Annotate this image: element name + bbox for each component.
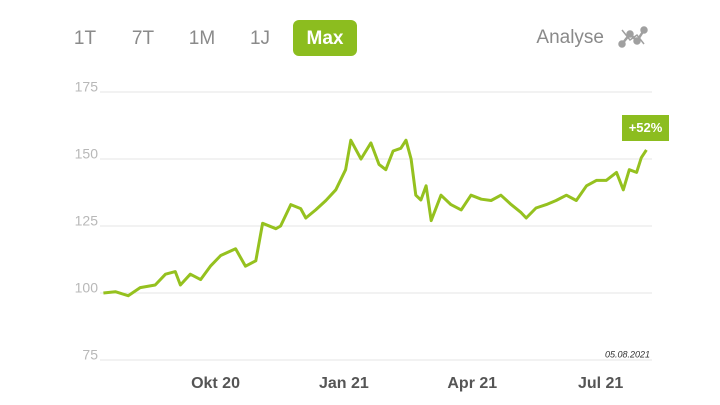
change-badge <box>622 115 669 141</box>
plot: 75 100 125 150 175 Okt 20 Jan 21 Apr 21 Jul 21 +5… <box>75 79 669 392</box>
x-tick-label: Jan 21 <box>319 375 369 392</box>
change-label: +52% <box>629 120 663 135</box>
active-tab-bg[interactable] <box>293 20 357 56</box>
y-tick-label: 150 <box>75 146 99 162</box>
price-line <box>103 138 648 298</box>
period-tabs: 1T 7T 1M 1J Max <box>74 20 357 56</box>
x-tick-label: Jul 21 <box>578 375 623 392</box>
period-tab[interactable]: 1J <box>250 28 270 49</box>
x-tick-label: Apr 21 <box>447 375 497 392</box>
date-label: 05.08.2021 <box>605 349 650 359</box>
period-tab[interactable]: 1T <box>74 28 97 49</box>
analyse-icon[interactable] <box>618 26 648 48</box>
period-tab[interactable]: Max <box>307 28 344 49</box>
y-tick-label: 125 <box>75 213 99 229</box>
y-tick-label: 75 <box>82 347 98 363</box>
y-tick-label: 175 <box>75 79 99 95</box>
period-tab[interactable]: 1M <box>189 28 215 49</box>
period-tab[interactable]: 7T <box>132 28 155 49</box>
x-tick-label: Okt 20 <box>191 375 240 392</box>
y-tick-label: 100 <box>75 280 99 296</box>
analyse-button[interactable]: Analyse <box>536 27 604 48</box>
